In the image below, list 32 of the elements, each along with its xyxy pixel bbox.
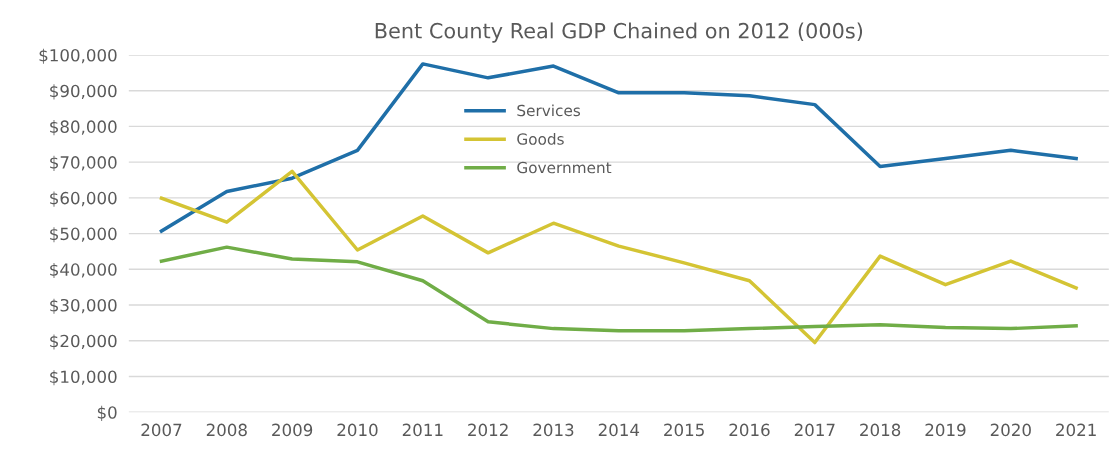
y-tick-label: $0 [97,405,117,421]
y-tick-label: $90,000 [50,84,117,100]
x-tick-label: 2014 [598,423,640,437]
x-tick-label: 2010 [337,423,378,437]
chart-title: Bent County Real GDP Chained on 2012 (000s) [375,22,863,43]
x-tick-label: 2015 [664,423,704,437]
x-tick-label: 2017 [794,423,835,437]
y-tick-label: $60,000 [50,191,117,207]
y-tick-label: $10,000 [50,370,117,386]
y-tick-label: $30,000 [50,298,117,314]
x-tick-label: 2019 [925,423,966,437]
x-tick-label: 2021 [1056,423,1096,437]
x-tick-label: 2020 [990,423,1031,437]
x-tick-label: 2007 [141,423,182,437]
line-series [159,245,1078,333]
legend-label: Government [517,161,612,174]
x-tick-label: 2016 [729,423,770,437]
x-tick-label: 2013 [533,423,574,437]
y-tick-label: $70,000 [50,155,117,171]
legend-label: Services [517,104,581,117]
y-tick-label: $80,000 [50,120,117,136]
y-tick-label: $50,000 [50,227,117,243]
x-tick-label: 2012 [468,423,508,437]
y-tick-label: $40,000 [50,262,117,279]
x-tick-label: 2009 [272,423,313,437]
legend-label: Goods [517,132,564,145]
y-tick-label: $20,000 [50,334,117,350]
x-tick-label: 2011 [402,423,443,437]
y-tick-label: $100,000 [39,48,117,64]
line-series [159,62,1078,233]
x-tick-label: 2018 [860,423,901,437]
x-tick-label: 2008 [206,423,247,437]
